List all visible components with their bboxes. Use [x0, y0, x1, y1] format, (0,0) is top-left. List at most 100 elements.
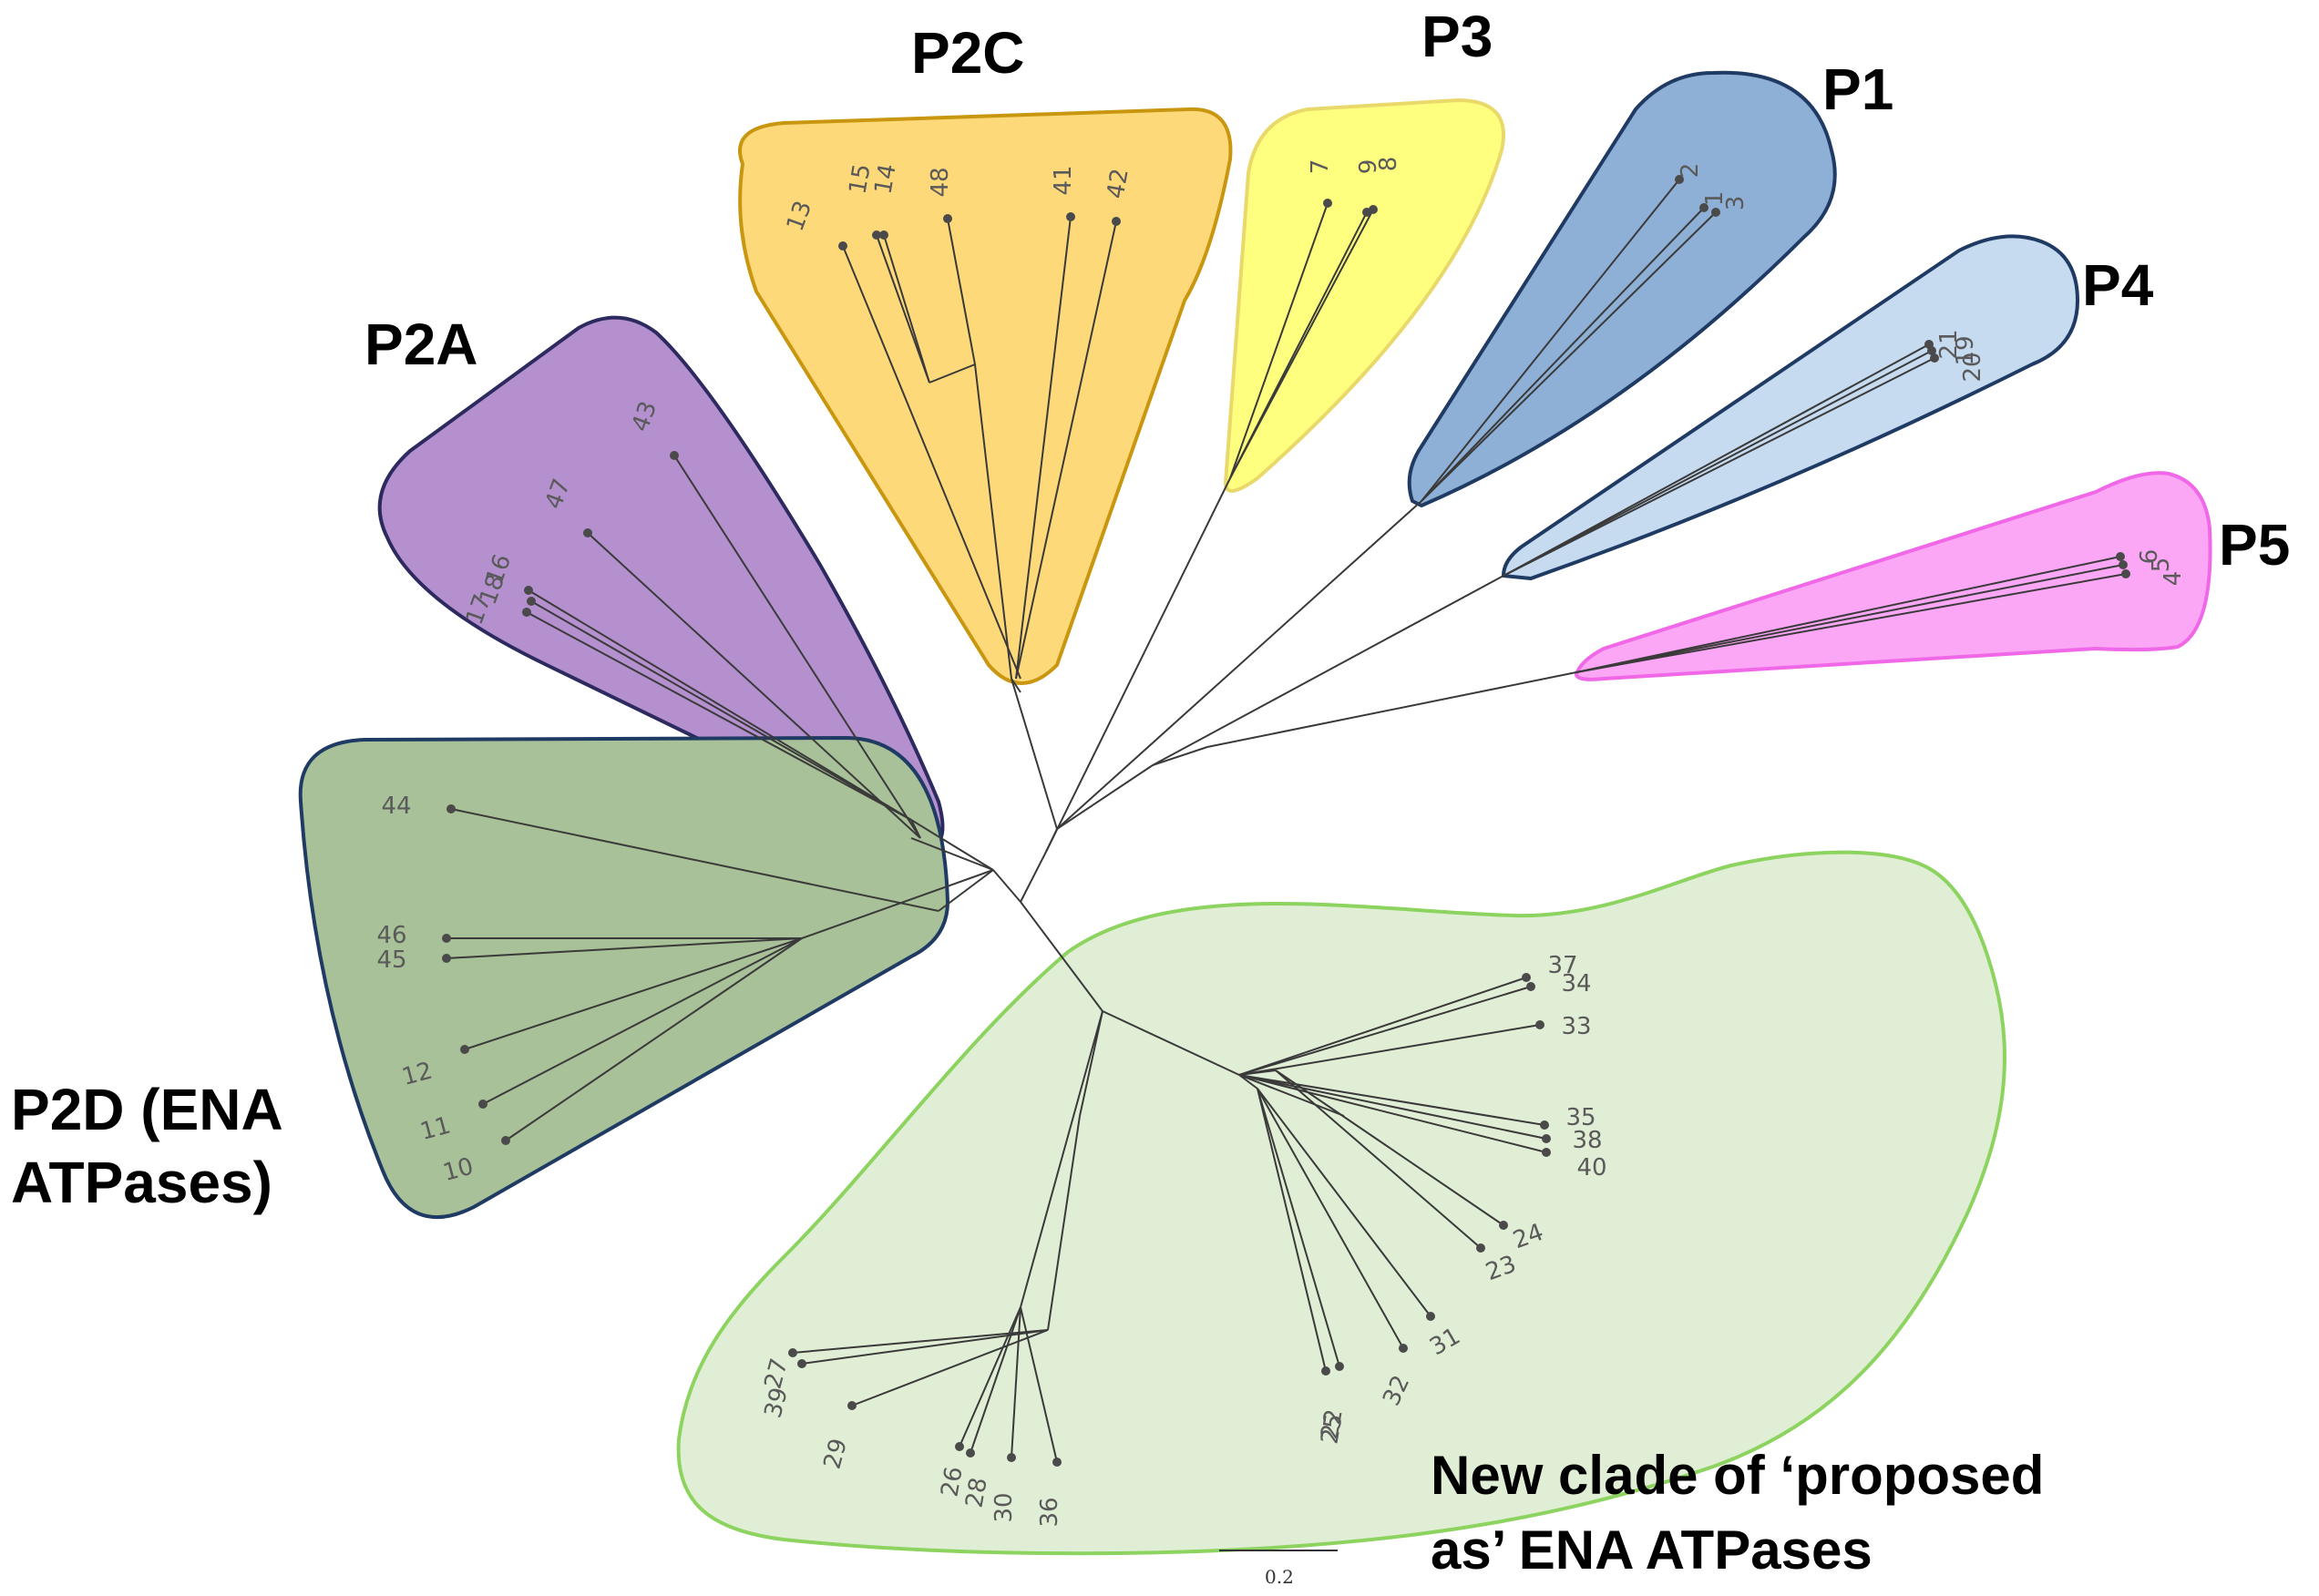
leaf-node — [501, 1136, 510, 1145]
tree-branch — [801, 869, 994, 939]
leaf-branch — [801, 1329, 1049, 1365]
leaf-label: 26 — [936, 1465, 968, 1499]
leaf-branch — [1575, 573, 2127, 673]
leaf-node — [1699, 203, 1708, 212]
leaf-node — [1476, 1243, 1485, 1253]
leaf-label: 33 — [1561, 1013, 1591, 1040]
leaf-branch — [947, 218, 976, 365]
leaf-node — [838, 241, 847, 251]
clade-label-p2a: P2A — [364, 312, 478, 377]
leaf-node — [879, 230, 888, 240]
new-clade-region-true — [676, 850, 2006, 1556]
leaf-label: 3 — [1722, 196, 1750, 211]
leaf-node — [442, 934, 451, 943]
leaf-branch — [1503, 357, 1935, 577]
leaf-label: 28 — [960, 1476, 992, 1510]
scale-bar-label: 0.2 — [1265, 1566, 1294, 1588]
tree-branch — [929, 363, 976, 384]
tree-branch — [910, 819, 921, 839]
leaf-branch — [1275, 1069, 1482, 1249]
leaf-node — [522, 608, 531, 617]
leaf-label: 42 — [1102, 167, 1134, 201]
tree-branch — [1152, 746, 1208, 766]
leaf-node — [524, 586, 533, 595]
leaf-node — [1007, 1453, 1016, 1462]
clade-label-p2d-line1: P2D (ENA — [11, 1077, 283, 1142]
clade-region-p2a — [377, 315, 945, 850]
leaf-node — [1052, 1458, 1062, 1467]
leaf-branch — [526, 611, 912, 821]
leaf-branch — [505, 937, 803, 1141]
tree-branch — [1238, 1069, 1277, 1076]
leaf-node — [1522, 973, 1531, 982]
leaf-node — [1930, 353, 1939, 363]
leaf-label: 4 — [2160, 571, 2187, 587]
leaf-branch — [1238, 1074, 1547, 1153]
leaf-node — [442, 954, 451, 963]
clade-region-p1 — [1407, 70, 1837, 507]
leaf-node — [2121, 569, 2130, 578]
tree-branch — [1047, 1115, 1081, 1331]
leaf-node — [788, 1348, 797, 1357]
leaf-branch — [1020, 1306, 1058, 1463]
leaf-node — [1369, 205, 1378, 214]
leaf-label: 38 — [1572, 1127, 1602, 1154]
tree-branch — [938, 869, 994, 912]
tree-branch — [1011, 678, 1021, 693]
leaf-branch — [1238, 1024, 1541, 1076]
leaf-branch — [1275, 1069, 1504, 1226]
leaf-node — [1335, 1362, 1344, 1371]
leaf-branch — [1011, 1306, 1021, 1458]
leaf-node — [872, 230, 881, 240]
leaf-node — [583, 528, 592, 537]
clade-label-new-line1: New clade of ‘proposed — [1431, 1445, 2044, 1506]
leaf-branch — [1503, 343, 1930, 577]
leaf-label: 20 — [1959, 352, 1986, 382]
clade-label-p5: P5 — [2219, 512, 2290, 578]
tree-branch — [1206, 671, 1577, 748]
leaf-node — [1542, 1148, 1551, 1157]
leaf-branch — [970, 1306, 1021, 1454]
leaf-label: 45 — [376, 946, 406, 974]
leaf-branch — [1421, 211, 1717, 502]
tree-nodes — [442, 175, 2130, 1467]
tree-branch — [1020, 901, 1103, 1012]
tree-branch — [910, 819, 994, 871]
leaf-branch — [528, 589, 912, 821]
leaf-node — [847, 1401, 857, 1410]
leaf-branch — [792, 1329, 1049, 1354]
leaf-branch — [1257, 1088, 1431, 1317]
leaf-branch — [446, 937, 803, 959]
clade-region-p2c — [738, 107, 1233, 685]
leaf-node — [1399, 1344, 1408, 1353]
leaf-label: 19 — [1952, 335, 1979, 365]
leaf-label: 48 — [927, 167, 954, 197]
leaf-label: 25 — [1316, 1412, 1348, 1447]
leaf-branch — [1257, 1088, 1404, 1349]
leaf-label: 46 — [376, 922, 406, 949]
clade-label-p1: P1 — [1822, 56, 1893, 122]
clade-region-p2d — [298, 736, 949, 1220]
leaf-node — [1499, 1221, 1508, 1230]
leaf-node — [478, 1100, 487, 1109]
tree-branch — [992, 869, 1021, 903]
leaf-label: 41 — [1050, 165, 1077, 195]
leaf-node — [527, 597, 536, 606]
leaf-label: 2 — [1677, 163, 1704, 179]
leaf-label: 30 — [990, 1492, 1018, 1522]
leaf-branch — [482, 937, 803, 1105]
leaf-label: 21 — [1935, 329, 1963, 359]
leaf-label: 1 — [1701, 191, 1729, 207]
leaf-node — [797, 1359, 806, 1368]
leaf-label: 14 — [869, 162, 901, 197]
leaf-branch — [1575, 556, 2121, 673]
leaf-branch — [1421, 179, 1680, 502]
leaf-node — [1323, 199, 1332, 208]
tree-branch — [1056, 764, 1154, 830]
leaf-node — [1526, 982, 1535, 991]
clade-region-p5 — [1575, 471, 2212, 681]
clade-label-p4: P4 — [2082, 252, 2154, 318]
leaf-label: 8 — [1375, 157, 1402, 172]
leaf-node — [1066, 212, 1075, 221]
